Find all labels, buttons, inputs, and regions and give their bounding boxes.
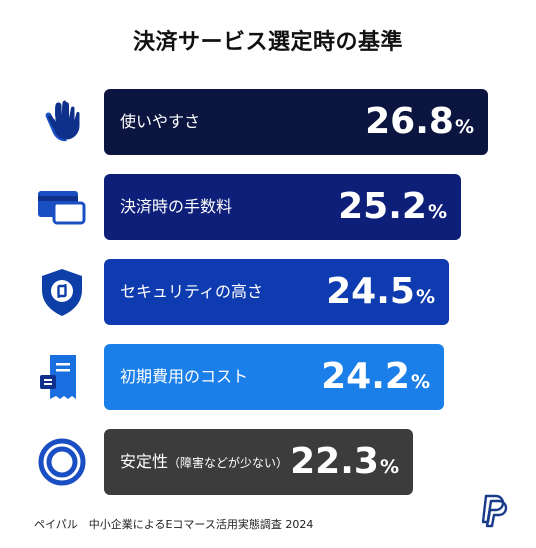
value-unit: % <box>415 286 435 308</box>
value-label: 25.2% <box>338 174 447 240</box>
category-note: （障害などが少ない） <box>168 456 289 470</box>
category-label: セキュリティの高さ <box>120 282 264 301</box>
waving-hands-icon <box>36 96 88 148</box>
category-label: 使いやすさ <box>120 112 201 131</box>
source-footnote: ペイパル 中小企業によるEコマース活用実態調査 2024 <box>34 518 314 531</box>
credit-card-icon <box>36 181 88 233</box>
value-unit: % <box>427 201 447 223</box>
bar-label: セキュリティの高さ <box>120 259 263 325</box>
stability-rings-icon <box>36 436 88 488</box>
bar-label: 安定性（障害などが少ない） <box>120 429 288 495</box>
value-number: 25.2 <box>338 186 427 227</box>
bar: 初期費用のコスト 24.2% <box>104 344 444 410</box>
value-number: 24.5 <box>326 271 415 312</box>
bar: セキュリティの高さ 24.5% <box>104 259 449 325</box>
bar-label: 決済時の手数料 <box>120 174 232 240</box>
bar-label: 使いやすさ <box>120 89 200 155</box>
value-unit: % <box>454 116 474 138</box>
value-label: 24.2% <box>321 344 430 410</box>
bar-label: 初期費用のコスト <box>120 344 248 410</box>
category-label: 初期費用のコスト <box>120 367 249 386</box>
category-label: 決済時の手数料 <box>120 197 233 216</box>
value-unit: % <box>410 371 430 393</box>
bar: 安定性（障害などが少ない） 22.3% <box>104 429 413 495</box>
bar: 使いやすさ 26.8% <box>104 89 488 155</box>
category-label: 安定性 <box>120 452 169 471</box>
value-number: 26.8 <box>365 101 454 142</box>
value-unit: % <box>379 456 399 478</box>
value-label: 22.3% <box>290 429 399 495</box>
value-label: 26.8% <box>365 89 474 155</box>
value-number: 24.2 <box>321 356 410 397</box>
security-shield-icon <box>36 266 88 318</box>
chart-title: 決済サービス選定時の基準 <box>132 30 403 55</box>
value-label: 24.5% <box>326 259 435 325</box>
value-number: 22.3 <box>290 441 379 482</box>
paypal-logo <box>481 494 508 528</box>
receipt-invoice-icon <box>36 351 88 403</box>
bar: 決済時の手数料 25.2% <box>104 174 461 240</box>
